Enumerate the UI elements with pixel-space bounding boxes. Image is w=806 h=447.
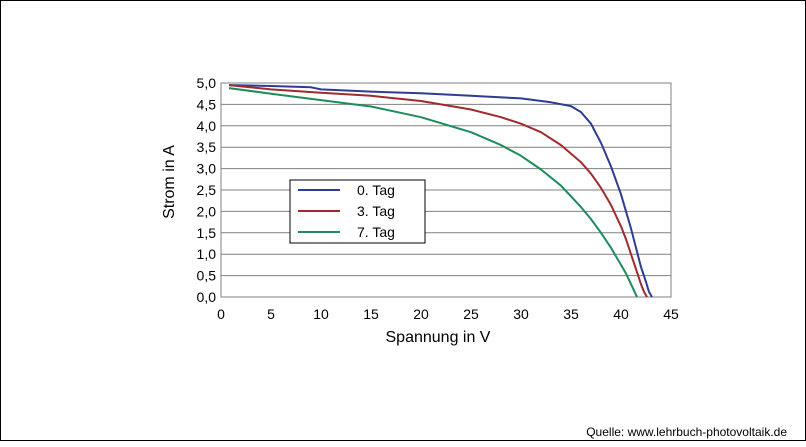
y-tick-label: 2,0 <box>197 203 217 219</box>
legend-label-2: 3. Tag <box>357 203 395 219</box>
x-tick-label: 40 <box>613 306 629 322</box>
y-tick-label: 5,0 <box>197 75 217 91</box>
x-tick-label: 0 <box>217 306 225 322</box>
x-tick-labels: 0 5 10 15 20 25 30 35 40 45 <box>217 306 679 322</box>
series-line-1 <box>228 84 653 298</box>
y-tick-label: 3,5 <box>197 139 217 155</box>
y-tick-label: 0,0 <box>197 289 217 305</box>
x-tick-label: 45 <box>663 306 679 322</box>
y-tick-label: 1,0 <box>197 246 217 262</box>
y-tick-label: 2,5 <box>197 182 217 198</box>
plot-area <box>220 82 672 298</box>
gridlines <box>221 103 671 277</box>
x-tick-label: 35 <box>563 306 579 322</box>
y-tick-label: 1,5 <box>197 225 217 241</box>
y-tick-labels: 0,0 0,5 1,0 1,5 2,0 2,5 3,0 3,5 4,0 4,5 5,0 <box>197 75 217 305</box>
series-lines <box>228 84 653 298</box>
x-tick-label: 25 <box>463 306 479 322</box>
x-axis-label: Spannung in V <box>386 329 491 346</box>
y-tick-label: 0,5 <box>197 268 217 284</box>
source-note: Quelle: www.lehrbuch-photovoltaik.de <box>586 425 787 439</box>
y-axis-label: Strom in A <box>161 145 178 219</box>
x-tick-label: 20 <box>413 306 429 322</box>
series-line-3 <box>228 87 638 298</box>
x-tick-label: 10 <box>313 306 329 322</box>
legend-label-1: 0. Tag <box>357 182 395 198</box>
series-line-2 <box>228 84 648 298</box>
legend: 0. Tag 3. Tag 7. Tag <box>289 179 426 244</box>
y-tick-label: 4,0 <box>197 118 217 134</box>
y-tick-label: 4,5 <box>197 96 217 112</box>
x-tick-label: 15 <box>363 306 379 322</box>
y-tick-label: 3,0 <box>197 161 217 177</box>
legend-label-3: 7. Tag <box>357 224 395 240</box>
x-tick-label: 30 <box>513 306 529 322</box>
x-tick-label: 5 <box>267 306 275 322</box>
chart-svg: 0,0 0,5 1,0 1,5 2,0 2,5 3,0 3,5 4,0 4,5 5,0 0 5 10 15… <box>161 75 679 346</box>
